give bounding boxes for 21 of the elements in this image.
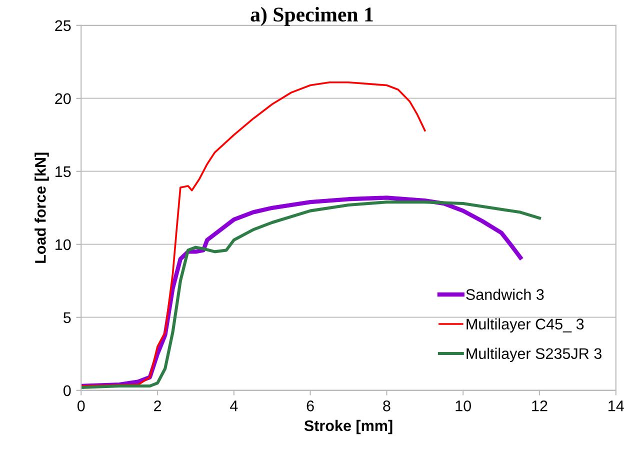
chart-title: a) Specimen 1 [250, 6, 373, 26]
x-tick-label: 2 [154, 400, 161, 412]
x-tick-label: 14 [608, 400, 624, 412]
x-tick-label: 10 [456, 400, 471, 412]
y-tick-label: 15 [56, 166, 71, 178]
x-tick-label: 0 [77, 400, 85, 412]
y-tick-label: 0 [64, 385, 71, 396]
legend-label: Multilayer S235JR 3 [466, 348, 602, 362]
line-series [81, 81, 426, 387]
legend-label: Multilayer C45_ 3 [466, 318, 584, 333]
x-tick-label: 12 [532, 400, 548, 412]
x-tick-label: 6 [306, 400, 314, 412]
y-tick-label: 20 [55, 93, 71, 104]
y-tick-label: 5 [64, 312, 71, 324]
x-axis-title: Stroke [mm] [304, 420, 392, 434]
y-axis-title: Load force [kN] [34, 152, 49, 263]
y-tick-label: 10 [56, 239, 71, 250]
x-tick-label: 4 [230, 400, 238, 412]
y-tick-label: 25 [55, 20, 71, 32]
x-tick-label: 8 [383, 400, 390, 412]
legend-label: Sandwich 3 [466, 288, 544, 300]
